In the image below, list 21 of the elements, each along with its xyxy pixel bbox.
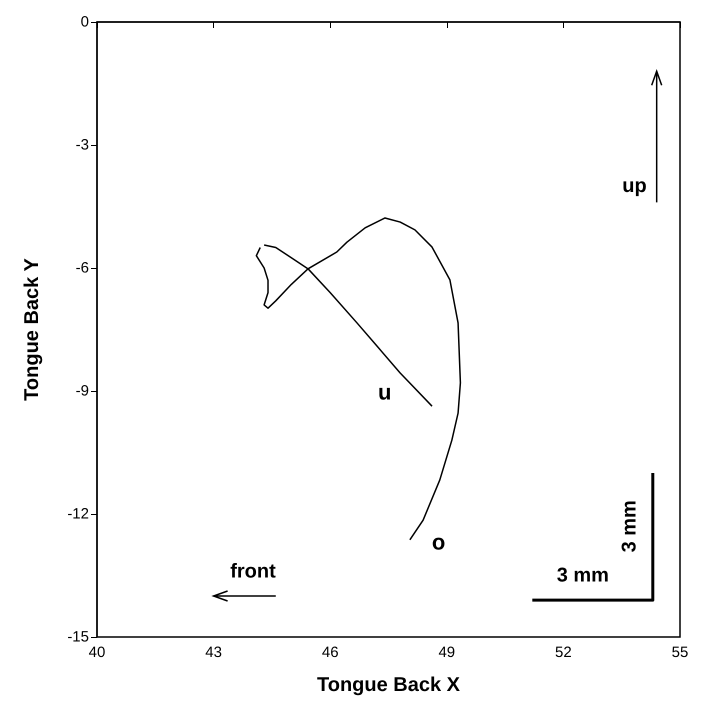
y-tick-label: -6 bbox=[76, 260, 89, 276]
series-label: o bbox=[432, 529, 446, 554]
x-tick-label: 40 bbox=[88, 644, 106, 661]
x-tick-label: 43 bbox=[205, 644, 222, 661]
x-tick-label: 46 bbox=[322, 644, 339, 661]
x-tick-label: 49 bbox=[438, 644, 456, 661]
y-tick-label: -15 bbox=[67, 628, 89, 646]
annotation: up bbox=[622, 175, 647, 197]
series-label: u bbox=[378, 380, 392, 405]
x-tick-label: 52 bbox=[555, 644, 572, 661]
annotation: 3 mm bbox=[618, 500, 640, 552]
annotation: front bbox=[230, 560, 276, 582]
y-tick-label: -3 bbox=[76, 136, 89, 154]
y-tick-label: -9 bbox=[76, 382, 89, 400]
line-series bbox=[263, 244, 433, 407]
x-tick-label: 55 bbox=[672, 644, 688, 661]
y-tick-label: -12 bbox=[67, 506, 89, 522]
x-axis-title: Tongue Back X bbox=[317, 674, 461, 696]
annotation: 3 mm bbox=[556, 564, 609, 586]
y-axis-title: Tongue Back Y bbox=[21, 258, 43, 401]
y-tick-label: 0 bbox=[80, 14, 89, 30]
